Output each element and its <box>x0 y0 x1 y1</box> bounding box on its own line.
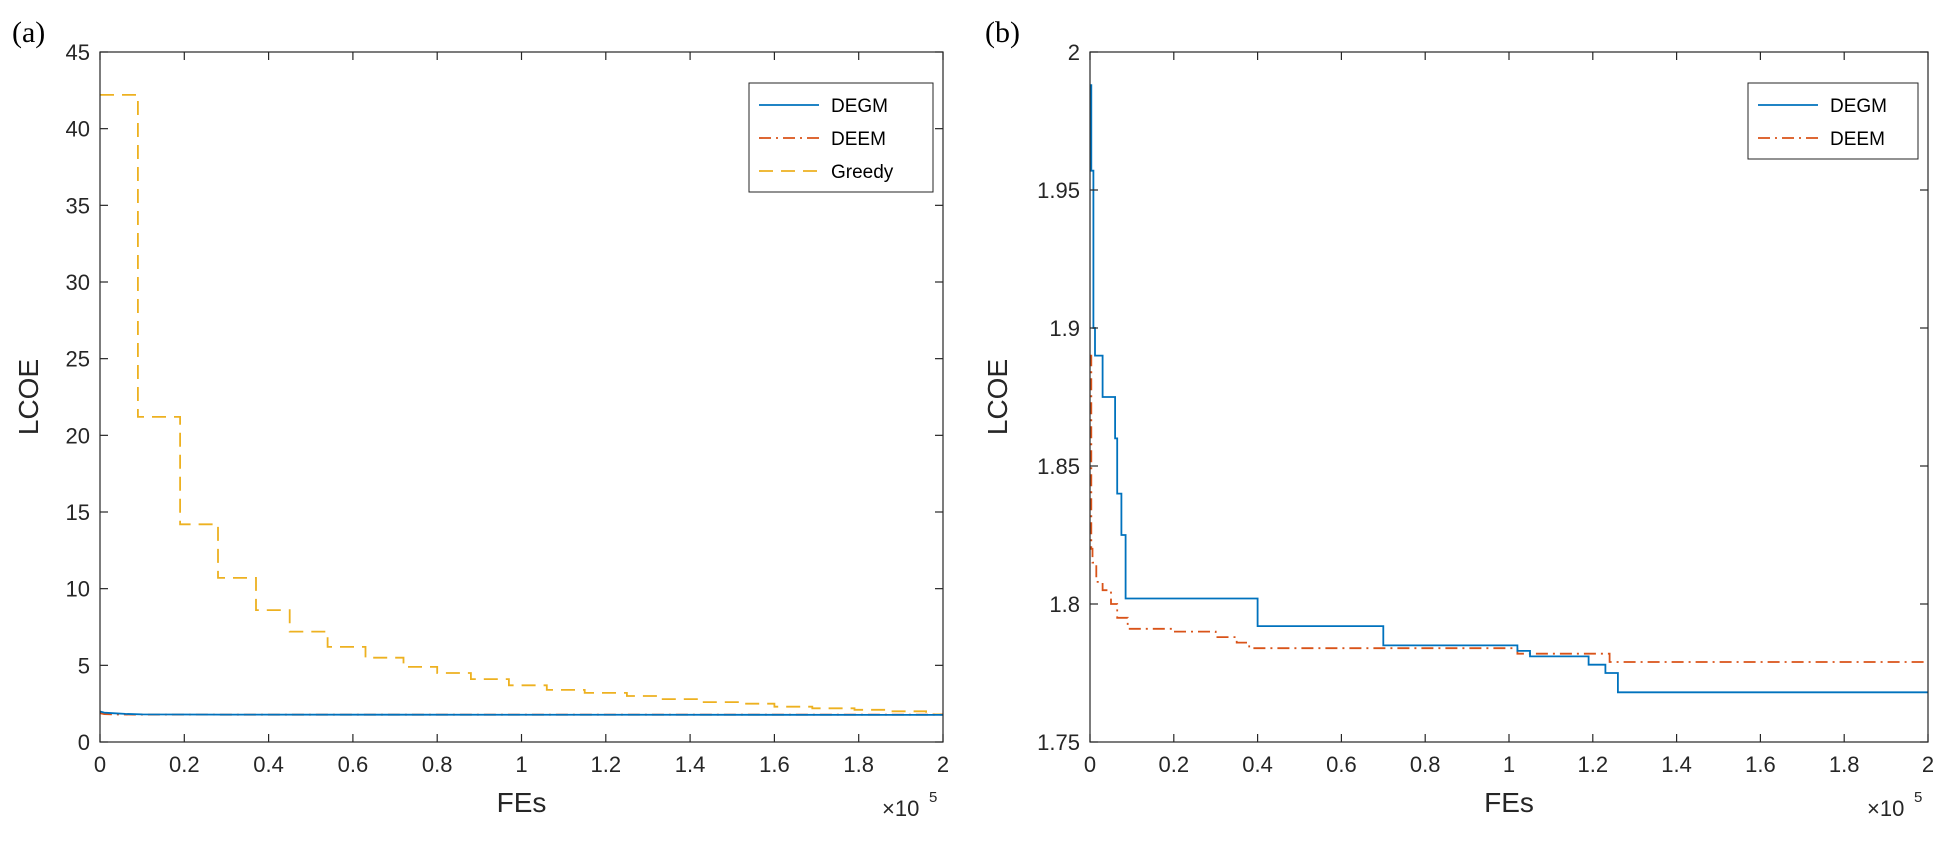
x-tick-label: 0.2 <box>1159 752 1190 777</box>
x-tick-label: 2 <box>1922 752 1934 777</box>
x-exponent-base: ×10 <box>1867 796 1904 821</box>
x-tick-label: 1.4 <box>675 752 706 777</box>
series-line-degm <box>100 710 943 716</box>
x-axis-label: FEs <box>497 787 547 818</box>
panel-label: (a) <box>12 16 45 49</box>
x-tick-label: 0.2 <box>169 752 200 777</box>
series-line-degm <box>1090 84 1928 694</box>
x-tick-label: 1.8 <box>843 752 874 777</box>
y-tick-label: 15 <box>66 500 90 525</box>
x-exponent-base: ×10 <box>882 796 919 821</box>
x-tick-label: 1 <box>1503 752 1515 777</box>
x-tick-label: 1.2 <box>591 752 622 777</box>
x-tick-label: 1.8 <box>1829 752 1860 777</box>
y-tick-label: 10 <box>66 577 90 602</box>
legend-label-deem: DEEM <box>1830 129 1885 150</box>
panel-b: (b) 0 0.2 0.4 0.6 0.8 1 1.2 1.4 1.6 1.8 2 1.75 1.8 1.8… <box>982 16 1934 821</box>
y-tick-label: 25 <box>66 347 90 372</box>
x-tick-label: 1.6 <box>1745 752 1776 777</box>
x-tick-label: 0.8 <box>1410 752 1441 777</box>
legend-label-greedy: Greedy <box>831 162 894 183</box>
y-tick-label: 1.95 <box>1037 178 1080 203</box>
x-tick-label: 1.2 <box>1578 752 1609 777</box>
y-tick-label: 40 <box>66 117 90 142</box>
legend-box <box>748 82 934 193</box>
legend-label-degm: DEGM <box>831 96 888 117</box>
series-group <box>1090 84 1928 694</box>
x-tick-label: 0.4 <box>253 752 284 777</box>
x-tick-label: 0 <box>94 752 106 777</box>
x-tick-label: 0 <box>1084 752 1096 777</box>
x-tick-label: 0.6 <box>1326 752 1357 777</box>
x-exponent-power: 5 <box>1914 789 1922 806</box>
panel-label: (b) <box>985 16 1020 49</box>
x-tick-label: 0.8 <box>422 752 453 777</box>
y-tick-label: 2 <box>1068 40 1080 65</box>
legend-box <box>1747 82 1919 160</box>
series-line-greedy <box>100 94 943 716</box>
series-line-deem <box>1090 354 1928 663</box>
y-tick-label: 20 <box>66 423 90 448</box>
series-group <box>100 94 943 716</box>
x-axis-label: FEs <box>1484 787 1534 818</box>
y-tick-label: 1.8 <box>1049 592 1080 617</box>
y-tick-label: 1.9 <box>1049 316 1080 341</box>
y-tick-label: 1.75 <box>1037 730 1080 755</box>
legend-label-deem: DEEM <box>831 129 886 150</box>
y-tick-label: 45 <box>66 40 90 65</box>
panel-a: (a)0 0.2 0.4 0.6 0.8 1 1.2 1.4 1.6 1.8 20510152025… <box>12 16 949 821</box>
legend-label-degm: DEGM <box>1830 96 1887 117</box>
y-tick-label: 1.85 <box>1037 454 1080 479</box>
x-tick-label: 0.6 <box>338 752 369 777</box>
x-tick-label: 0.4 <box>1242 752 1273 777</box>
y-tick-label: 5 <box>78 653 90 678</box>
y-axis-label: LCOE <box>13 359 44 435</box>
x-tick-label: 1.6 <box>759 752 790 777</box>
plot-area <box>1090 52 1928 742</box>
x-tick-label: 2 <box>937 752 949 777</box>
y-tick-label: 35 <box>66 193 90 218</box>
x-tick-label: 1 <box>515 752 527 777</box>
y-axis-label: LCOE <box>982 359 1013 435</box>
y-tick-label: 30 <box>66 270 90 295</box>
x-exponent-power: 5 <box>929 789 937 806</box>
y-tick-label: 0 <box>78 730 90 755</box>
x-tick-label: 1.4 <box>1661 752 1692 777</box>
